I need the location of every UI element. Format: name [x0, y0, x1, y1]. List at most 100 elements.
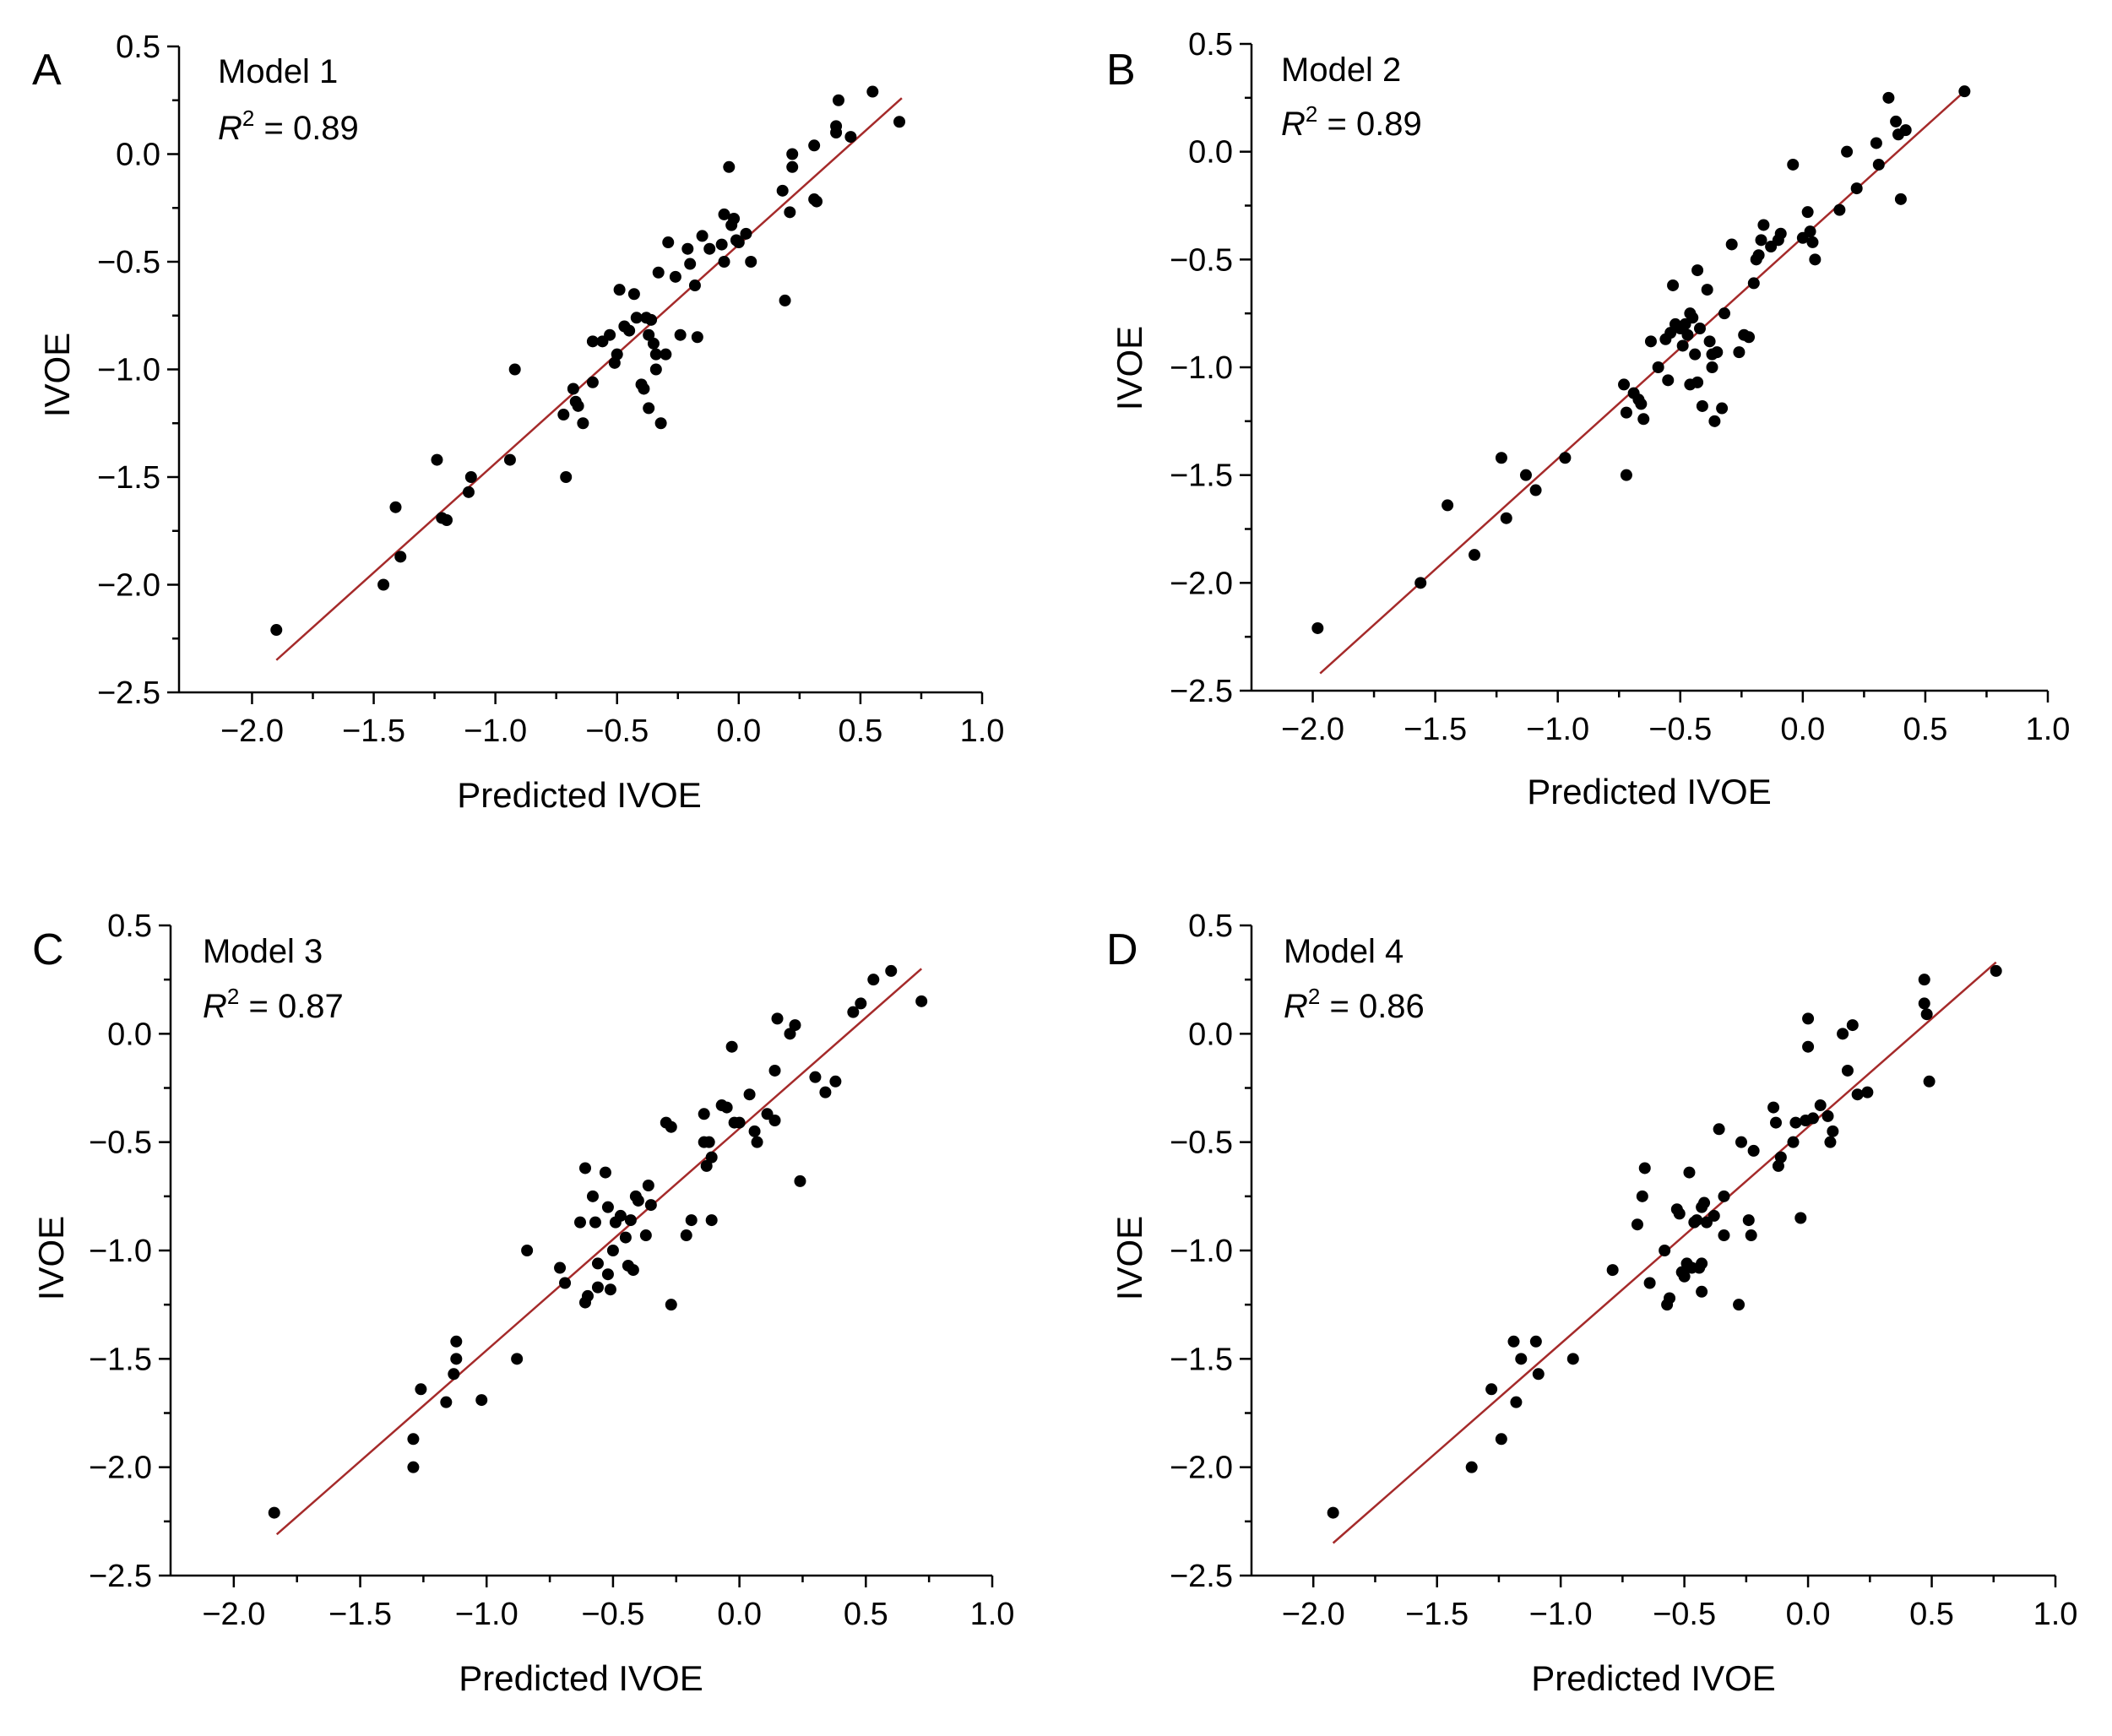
data-point — [1716, 402, 1729, 415]
data-point — [1495, 1433, 1507, 1446]
data-point — [632, 1194, 644, 1207]
y-tick-label: −0.5 — [89, 1126, 152, 1161]
y-tick-label: −1.5 — [1170, 1342, 1233, 1377]
data-point — [1899, 124, 1912, 137]
data-point — [794, 1175, 806, 1187]
data-point — [779, 294, 791, 307]
data-point — [1327, 1506, 1339, 1519]
data-point — [1691, 376, 1704, 388]
y-tick-label: −2.5 — [1170, 674, 1233, 709]
data-point — [844, 131, 857, 144]
data-point — [639, 1229, 652, 1242]
data-point — [1833, 203, 1846, 216]
data-point — [718, 256, 730, 268]
data-point — [578, 1162, 591, 1175]
data-point — [1620, 469, 1632, 481]
x-tick-label: −2.0 — [202, 1597, 265, 1632]
data-point — [268, 1506, 280, 1519]
data-point — [450, 1353, 463, 1365]
data-point — [1635, 398, 1648, 410]
data-point — [643, 328, 655, 341]
data-point — [745, 256, 757, 268]
data-point — [604, 1283, 616, 1296]
data-point — [1794, 1212, 1807, 1224]
data-point — [1958, 85, 1971, 98]
data-point — [1872, 158, 1885, 171]
y-tick-label: −2.0 — [1170, 1451, 1233, 1486]
data-point — [674, 328, 687, 341]
data-point — [554, 1261, 567, 1274]
x-tick-label: −1.0 — [455, 1597, 518, 1632]
r2-letter: R — [1281, 106, 1306, 143]
data-point — [1725, 238, 1738, 251]
data-point — [1774, 227, 1787, 240]
data-point — [1667, 279, 1680, 291]
data-point — [1631, 1218, 1643, 1231]
data-point — [1515, 1353, 1528, 1365]
data-point — [665, 1120, 677, 1133]
regression-line — [275, 968, 922, 1536]
r2-label: R2 = 0.86 — [1284, 984, 1425, 1025]
data-point — [589, 1216, 601, 1229]
data-point — [1718, 1190, 1730, 1202]
data-point — [698, 1108, 710, 1120]
r2-value: = 0.89 — [1317, 106, 1421, 143]
data-point — [441, 514, 453, 526]
x-tick-label: −2.0 — [1282, 1597, 1345, 1632]
data-point — [586, 335, 599, 348]
data-point — [624, 1214, 637, 1227]
data-point — [450, 1335, 463, 1348]
x-tick-label: −2.0 — [1281, 712, 1344, 747]
data-point — [1519, 469, 1532, 481]
data-point — [723, 160, 736, 173]
data-point — [691, 331, 703, 344]
panel-letter: C — [32, 925, 64, 974]
data-point — [867, 974, 880, 986]
data-point — [718, 208, 730, 220]
data-point — [591, 1281, 604, 1294]
y-axis-title: IVOE — [37, 333, 77, 417]
data-point — [1636, 1190, 1648, 1202]
data-point — [1804, 225, 1816, 238]
r2-label: R2 = 0.87 — [203, 984, 344, 1025]
data-point — [743, 1088, 756, 1101]
data-point — [885, 964, 898, 977]
data-point — [572, 399, 584, 412]
data-point — [1696, 1257, 1708, 1270]
y-tick-label: −2.5 — [1170, 1559, 1233, 1594]
data-point — [776, 184, 789, 197]
data-point — [407, 1461, 420, 1473]
data-point — [1708, 415, 1721, 427]
data-point — [1733, 346, 1746, 359]
x-tick-label: 1.0 — [970, 1597, 1015, 1632]
data-point — [577, 417, 589, 430]
y-tick-label: −2.0 — [89, 1451, 152, 1486]
data-point — [270, 624, 283, 637]
data-point — [1841, 145, 1854, 158]
data-point — [1469, 549, 1481, 561]
data-point — [627, 288, 640, 301]
data-point — [809, 1071, 822, 1083]
data-point — [1662, 374, 1675, 387]
x-tick-label: −0.5 — [1653, 1597, 1716, 1632]
y-axis-title: IVOE — [1110, 1216, 1149, 1300]
data-point — [829, 1075, 842, 1088]
data-point — [1990, 964, 2002, 977]
data-point — [784, 206, 796, 219]
data-point — [700, 1159, 713, 1172]
data-point — [915, 995, 928, 1007]
data-point — [1846, 1019, 1859, 1032]
data-point — [581, 1289, 594, 1302]
x-axis-title: Predicted IVOE — [1531, 1658, 1775, 1698]
data-point — [1693, 323, 1706, 335]
data-point — [1691, 264, 1704, 277]
y-tick-label: −0.5 — [1170, 242, 1233, 278]
x-tick-label: 0.5 — [1903, 712, 1948, 747]
data-point — [830, 127, 843, 138]
x-tick-label: 0.0 — [1786, 1597, 1831, 1632]
x-tick-label: 1.0 — [960, 713, 1005, 749]
data-point — [662, 236, 675, 249]
data-point — [808, 139, 821, 152]
data-point — [1787, 1136, 1800, 1148]
